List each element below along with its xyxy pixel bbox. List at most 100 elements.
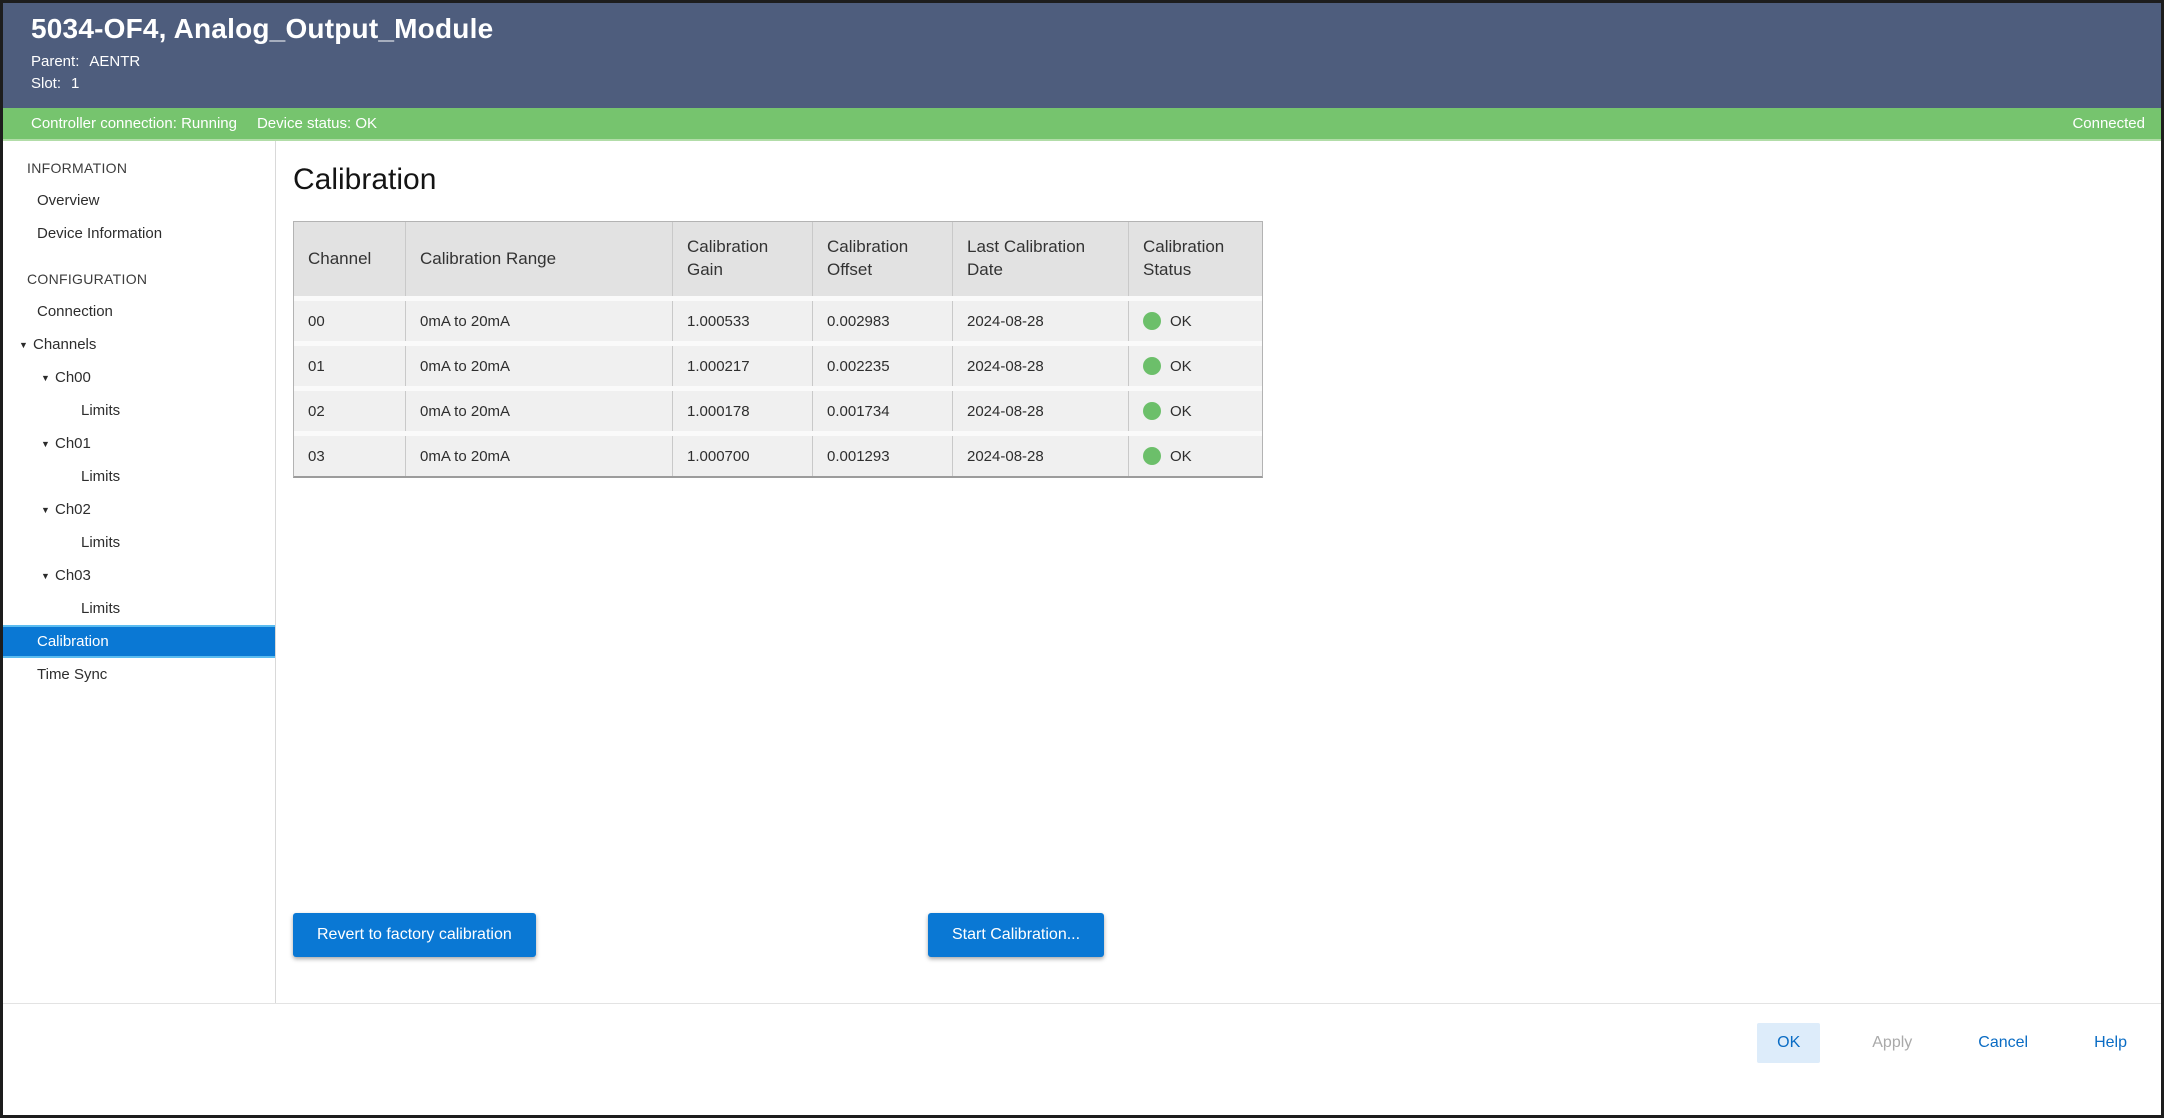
offset-cell: 0.002983	[813, 301, 953, 341]
sidebar-item-device-information[interactable]: Device Information	[3, 217, 275, 250]
table-row: 00 0mA to 20mA 1.000533 0.002983 2024-08…	[294, 296, 1262, 341]
table-row: 03 0mA to 20mA 1.000700 0.001293 2024-08…	[294, 431, 1262, 476]
date-cell: 2024-08-28	[953, 436, 1129, 476]
status-left-group: Controller connection: Running Device st…	[31, 115, 377, 132]
slot-label: Slot:	[31, 75, 62, 92]
device-status: Device status: OK	[256, 115, 378, 132]
page-title: Calibration	[293, 163, 437, 196]
body-area: INFORMATION Overview Device Information …	[3, 141, 2161, 1003]
gain-cell: 1.000178	[673, 391, 813, 431]
date-cell: 2024-08-28	[953, 346, 1129, 386]
sidebar-item-connection[interactable]: Connection	[3, 295, 275, 328]
sidebar-item-ch00-limits[interactable]: Limits	[3, 394, 275, 427]
channel-cell: 03	[294, 436, 406, 476]
sidebar-item-label: Ch00	[55, 369, 91, 386]
sidebar-item-channels[interactable]: ▼ Channels	[3, 328, 275, 361]
collapse-arrow-icon[interactable]: ▼	[41, 438, 50, 449]
sidebar-item-ch00[interactable]: ▼ Ch00	[3, 361, 275, 394]
help-button[interactable]: Help	[2080, 1023, 2141, 1063]
section-header-configuration: CONFIGURATION	[27, 270, 148, 287]
slot-value: 1	[71, 75, 80, 92]
parent-value: AENTR	[89, 53, 141, 70]
status-cell: OK	[1129, 301, 1262, 341]
controller-connection-status: Controller connection: Running	[31, 115, 237, 132]
sidebar-item-ch01[interactable]: ▼ Ch01	[3, 427, 275, 460]
sidebar-item-ch03[interactable]: ▼ Ch03	[3, 559, 275, 592]
gain-cell: 1.000217	[673, 346, 813, 386]
sidebar-item-ch03-limits[interactable]: Limits	[3, 592, 275, 625]
sidebar-item-label: Limits	[81, 468, 121, 485]
column-header-calibration-gain: Calibration Gain	[673, 222, 813, 296]
sidebar-item-label: Connection	[37, 303, 113, 320]
status-ok-icon	[1143, 357, 1161, 375]
title-header: 5034-OF4, Analog_Output_Module Parent: A…	[3, 3, 2161, 108]
status-ok-icon	[1143, 312, 1161, 330]
status-label: OK	[1170, 357, 1192, 375]
sidebar-item-label: Device Information	[37, 225, 163, 242]
sidebar-item-label: Time Sync	[37, 666, 108, 683]
column-header-calibration-status: Calibration Status	[1143, 237, 1225, 279]
ok-button[interactable]: OK	[1757, 1023, 1821, 1063]
channel-cell: 00	[294, 301, 406, 341]
date-cell: 2024-08-28	[953, 391, 1129, 431]
range-cell: 0mA to 20mA	[406, 391, 673, 431]
section-header-information: INFORMATION	[27, 159, 128, 176]
calibration-page: Calibration Channel Calibration Range Ca…	[276, 141, 2161, 1003]
start-calibration-button[interactable]: Start Calibration...	[928, 913, 1105, 957]
offset-cell: 0.001734	[813, 391, 953, 431]
collapse-arrow-icon[interactable]: ▼	[19, 339, 28, 350]
sidebar-item-calibration[interactable]: Calibration	[3, 625, 275, 658]
module-title: 5034-OF4, Analog_Output_Module	[31, 13, 494, 44]
offset-cell: 0.001293	[813, 436, 953, 476]
column-header-channel: Channel	[294, 222, 406, 296]
status-cell: OK	[1129, 436, 1262, 476]
sidebar-item-label: Ch03	[55, 567, 91, 584]
column-header-last-calibration-date: Last Calibration Date	[953, 222, 1129, 296]
sidebar-item-time-sync[interactable]: Time Sync	[3, 658, 275, 691]
cancel-button[interactable]: Cancel	[1964, 1023, 2042, 1063]
parent-label: Parent:	[31, 53, 80, 70]
collapse-arrow-icon[interactable]: ▼	[41, 504, 50, 515]
status-ok-icon	[1143, 447, 1161, 465]
column-header-calibration-range: Calibration Range	[406, 222, 673, 296]
revert-to-factory-calibration-button[interactable]: Revert to factory calibration	[293, 913, 536, 957]
range-cell: 0mA to 20mA	[406, 346, 673, 386]
sidebar-item-label: Calibration	[37, 633, 109, 650]
slot-line: Slot: 1	[31, 75, 2133, 92]
status-cell: OK	[1129, 391, 1262, 431]
device-status-bar: Controller connection: Running Device st…	[3, 108, 2161, 141]
range-cell: 0mA to 20mA	[406, 301, 673, 341]
sidebar-item-ch02-limits[interactable]: Limits	[3, 526, 275, 559]
sidebar-item-label: Channels	[33, 336, 97, 353]
status-label: OK	[1170, 447, 1192, 465]
gain-cell: 1.000533	[673, 301, 813, 341]
collapse-arrow-icon[interactable]: ▼	[41, 372, 50, 383]
sidebar-item-label: Limits	[81, 402, 121, 419]
status-cell: OK	[1129, 346, 1262, 386]
sidebar-item-label: Ch02	[55, 501, 91, 518]
sidebar-item-label: Limits	[81, 534, 121, 551]
channel-cell: 02	[294, 391, 406, 431]
connection-state: Connected	[2072, 115, 2145, 132]
status-ok-icon	[1143, 402, 1161, 420]
apply-button[interactable]: Apply	[1858, 1023, 1926, 1063]
parent-line: Parent: AENTR	[31, 53, 2133, 70]
sidebar-item-ch02[interactable]: ▼ Ch02	[3, 493, 275, 526]
sidebar-item-label: Limits	[81, 600, 121, 617]
offset-cell: 0.002235	[813, 346, 953, 386]
table-header-row: Channel Calibration Range Calibration Ga…	[294, 222, 1262, 296]
status-label: OK	[1170, 312, 1192, 330]
column-header-calibration-offset: Calibration Offset	[813, 222, 953, 296]
collapse-arrow-icon[interactable]: ▼	[41, 570, 50, 581]
calibration-table: Channel Calibration Range Calibration Ga…	[293, 221, 1263, 478]
channel-cell: 01	[294, 346, 406, 386]
sidebar-item-overview[interactable]: Overview	[3, 184, 275, 217]
gain-cell: 1.000700	[673, 436, 813, 476]
sidebar-item-ch01-limits[interactable]: Limits	[3, 460, 275, 493]
status-label: OK	[1170, 402, 1192, 420]
sidebar-item-label: Overview	[37, 192, 100, 209]
range-cell: 0mA to 20mA	[406, 436, 673, 476]
sidebar-item-label: Ch01	[55, 435, 91, 452]
dialog-footer: OK Apply Cancel Help	[3, 1003, 2161, 1115]
